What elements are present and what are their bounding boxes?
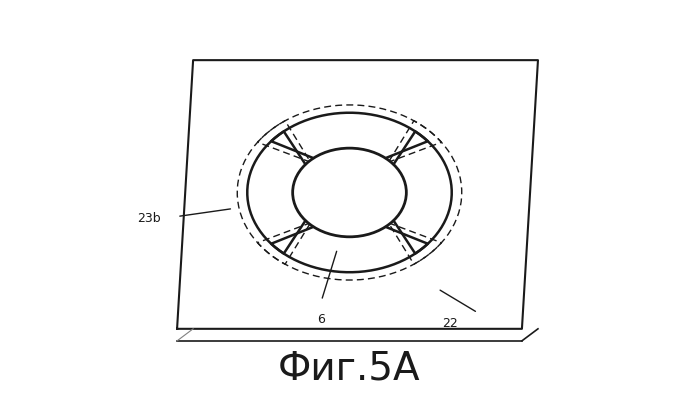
Text: 6: 6 — [317, 313, 325, 326]
Polygon shape — [392, 132, 452, 253]
Text: Фиг.5А: Фиг.5А — [278, 350, 421, 388]
Polygon shape — [271, 226, 428, 272]
Polygon shape — [247, 132, 307, 253]
Ellipse shape — [293, 148, 406, 237]
Polygon shape — [271, 113, 428, 159]
Text: 22: 22 — [442, 317, 458, 330]
Text: 23b: 23b — [138, 212, 161, 225]
